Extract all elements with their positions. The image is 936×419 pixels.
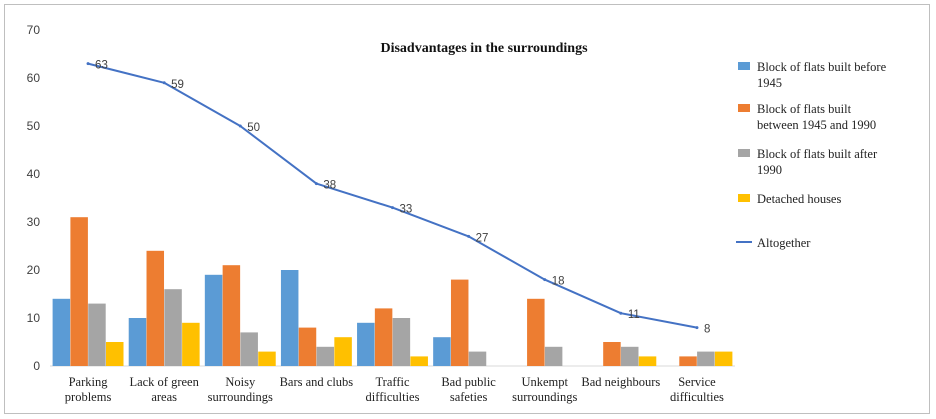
bar	[468, 351, 487, 366]
y-tick-label: 10	[27, 311, 41, 325]
bar	[164, 289, 182, 366]
bar	[204, 274, 223, 366]
bar	[258, 351, 276, 366]
legend-label: Block of flats built before 1945	[757, 60, 887, 90]
bar	[334, 337, 352, 366]
data-label: 50	[247, 122, 260, 134]
x-tick-label: Bad neighbours	[581, 375, 660, 389]
bar	[70, 217, 88, 366]
line-point	[695, 326, 699, 330]
bar	[298, 327, 317, 366]
y-tick-label: 50	[27, 119, 41, 133]
bar	[222, 265, 241, 366]
x-tick-label: Lack of green areas	[129, 375, 199, 404]
legend-swatch	[738, 104, 750, 112]
data-label: 18	[552, 276, 565, 288]
bar	[410, 356, 428, 366]
y-tick-label: 20	[27, 263, 41, 277]
bar	[697, 351, 715, 366]
legend-label: Altogether	[757, 236, 811, 250]
bar	[316, 346, 335, 366]
bar	[603, 342, 621, 366]
line-point	[86, 62, 90, 66]
bar	[88, 303, 106, 366]
bar	[106, 342, 124, 366]
x-tick-label: Bars and clubs	[280, 375, 354, 389]
bar	[280, 270, 299, 366]
data-label: 33	[400, 204, 413, 216]
x-tick-label: Parking problems	[65, 375, 112, 404]
legend-swatch	[738, 149, 750, 157]
y-tick-label: 70	[27, 23, 41, 37]
data-label: 59	[171, 79, 184, 91]
y-tick-label: 0	[33, 359, 40, 373]
line-point	[467, 234, 471, 238]
bars	[52, 217, 733, 366]
data-label: 27	[476, 232, 489, 244]
x-tick-label: Bad public safeties	[441, 375, 496, 404]
bar	[527, 298, 545, 366]
bar	[620, 346, 639, 366]
legend-swatch	[738, 62, 750, 70]
bar	[146, 250, 165, 366]
legend-label: Detached houses	[757, 192, 841, 206]
bar	[128, 318, 147, 366]
series-line	[87, 62, 698, 329]
bar	[433, 337, 451, 366]
x-tick-label: Service difficulties	[670, 375, 724, 404]
bar	[450, 279, 469, 366]
data-label: 11	[628, 309, 640, 321]
chart-title: Disadvantages in the surroundings	[380, 41, 588, 56]
bar	[679, 356, 697, 366]
axes: 0 10 20 30 40 50 60 70 Parking problems Lack of gr…	[27, 23, 735, 404]
line-point	[391, 206, 394, 210]
x-tick-label: Traffic difficulties	[366, 375, 420, 404]
altogether-line: 63 59 50 38 33 27 18 11 8	[86, 60, 710, 336]
legend-label: Block of flats built after 1990	[757, 147, 878, 177]
line-point	[238, 124, 242, 128]
bar	[638, 356, 657, 366]
y-tick-label: 60	[27, 71, 41, 85]
data-label: 8	[704, 324, 710, 336]
line-point	[543, 278, 547, 282]
x-tick-label: Noisy surroundings	[208, 375, 273, 404]
line-point	[619, 311, 623, 315]
legend-label: Block of flats built between 1945 and 199…	[757, 102, 876, 132]
bar	[392, 318, 411, 366]
bar	[714, 351, 733, 366]
x-tick-label: Unkempt surroundings	[512, 375, 577, 404]
legend-swatch	[738, 194, 750, 202]
bar	[240, 332, 258, 366]
bar	[374, 308, 393, 366]
line-point	[314, 182, 318, 186]
y-tick-label: 40	[27, 167, 41, 181]
bar	[182, 322, 200, 366]
bar	[357, 322, 375, 366]
data-label: 38	[323, 180, 336, 192]
line-point	[162, 81, 166, 85]
bar	[52, 298, 71, 366]
bar	[544, 346, 563, 366]
legend: Block of flats built before 1945 Block of …	[736, 60, 887, 250]
data-label: 63	[95, 60, 108, 72]
y-tick-label: 30	[27, 215, 41, 229]
